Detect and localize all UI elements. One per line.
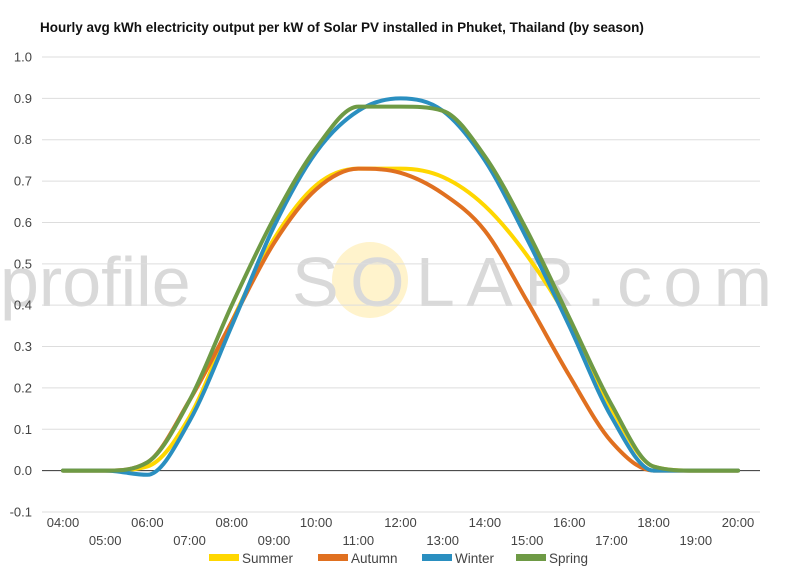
legend-label-winter: Winter <box>455 551 495 566</box>
x-tick-label: 07:00 <box>173 533 206 548</box>
legend-swatch-summer <box>209 554 239 561</box>
watermark-text-left: profile <box>0 243 191 321</box>
series-lines <box>61 96 740 477</box>
y-tick-label: 0.0 <box>14 463 32 478</box>
legend-label-spring: Spring <box>549 551 588 566</box>
series-line-winter <box>61 96 740 477</box>
x-tick-label: 09:00 <box>258 533 291 548</box>
y-tick-label: 0.2 <box>14 380 32 395</box>
y-tick-label: 0.7 <box>14 174 32 189</box>
legend-swatch-winter <box>422 554 452 561</box>
y-tick-label: 0.6 <box>14 215 32 230</box>
x-tick-label: 17:00 <box>595 533 628 548</box>
y-tick-label: 0.9 <box>14 91 32 106</box>
series-line-spring <box>61 104 740 473</box>
legend-swatch-spring <box>516 554 546 561</box>
x-tick-label: 16:00 <box>553 515 586 530</box>
y-tick-label: 0.1 <box>14 422 32 437</box>
legend-label-summer: Summer <box>242 551 294 566</box>
axes: -0.1 0.0 0.1 0.2 0.3 0.4 0.5 0.6 0.7 0.8 0.9 1.0 04:… <box>10 50 755 549</box>
x-tick-label: 18:00 <box>637 515 670 530</box>
watermark-sun-icon <box>332 242 408 318</box>
y-tick-label: 0.3 <box>14 339 32 354</box>
x-tick-label: 20:00 <box>722 515 755 530</box>
x-tick-label: 14:00 <box>469 515 502 530</box>
legend-label-autumn: Autumn <box>351 551 398 566</box>
x-tick-label: 19:00 <box>680 533 713 548</box>
x-tick-label: 10:00 <box>300 515 333 530</box>
y-tick-label: -0.1 <box>10 505 32 520</box>
y-tick-label: 1.0 <box>14 50 32 65</box>
y-tick-label: 0.4 <box>14 298 32 313</box>
y-tick-label: 0.5 <box>14 256 32 271</box>
x-tick-label: 13:00 <box>426 533 459 548</box>
x-tick-label: 12:00 <box>384 515 417 530</box>
legend-swatch-autumn <box>318 554 348 561</box>
x-tick-label: 08:00 <box>215 515 248 530</box>
x-tick-label: 15:00 <box>511 533 544 548</box>
watermark-logo: profile SOLAR.com <box>0 242 772 321</box>
chart-title: Hourly avg kWh electricity output per kW… <box>40 20 644 35</box>
y-tick-label: 0.8 <box>14 132 32 147</box>
x-tick-label: 04:00 <box>47 515 80 530</box>
legend: Summer Autumn Winter Spring <box>209 551 588 566</box>
x-tick-label: 06:00 <box>131 515 164 530</box>
x-tick-label: 05:00 <box>89 533 122 548</box>
x-tick-label: 11:00 <box>343 533 375 548</box>
